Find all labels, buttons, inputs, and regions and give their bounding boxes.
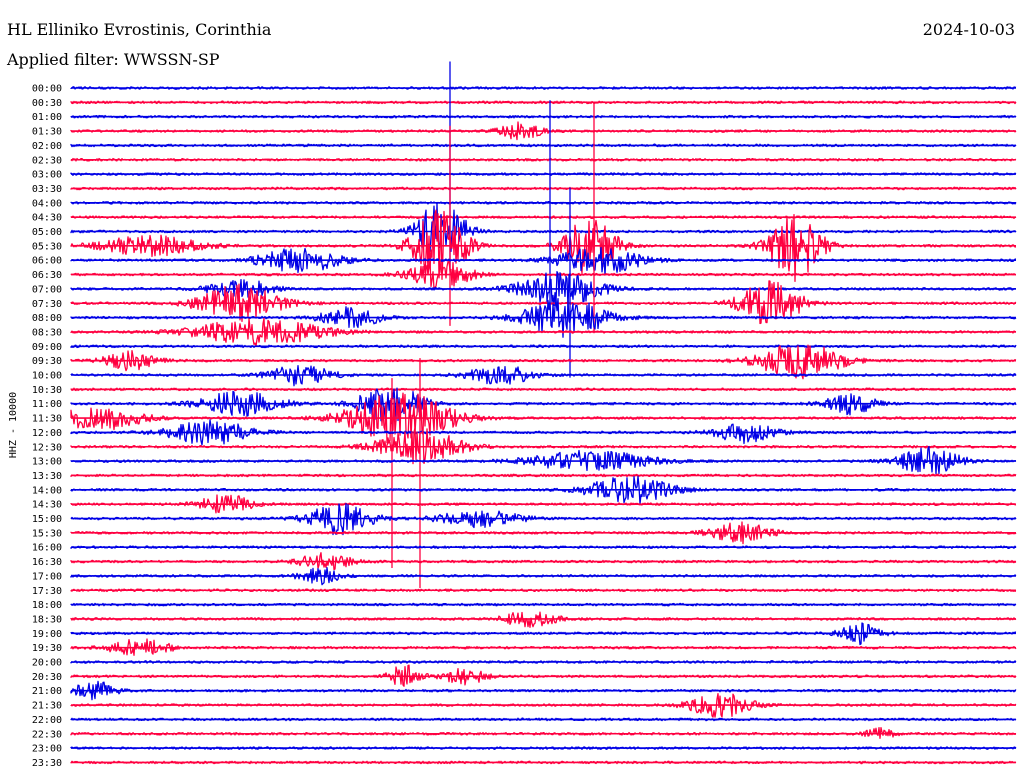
time-label: 19:30: [32, 643, 62, 654]
time-label: 11:00: [32, 399, 62, 410]
time-label: 05:30: [32, 241, 62, 252]
time-label: 23:00: [32, 744, 62, 755]
date-label: 2024-10-03: [922, 20, 1015, 39]
time-label: 23:30: [32, 758, 62, 769]
time-label: 18:00: [32, 600, 62, 611]
filter-label: Applied filter: WWSSN-SP: [7, 50, 220, 69]
time-label: 14:00: [32, 485, 62, 496]
time-label: 18:30: [32, 614, 62, 625]
time-label: 00:30: [32, 98, 62, 109]
time-label: 06:30: [32, 270, 62, 281]
time-label: 13:30: [32, 471, 62, 482]
time-label: 12:30: [32, 442, 62, 453]
time-label: 04:00: [32, 198, 62, 209]
time-label: 22:00: [32, 715, 62, 726]
time-label: 03:30: [32, 184, 62, 195]
time-label: 21:00: [32, 686, 62, 697]
time-label: 09:30: [32, 356, 62, 367]
time-label: 01:30: [32, 127, 62, 138]
time-label: 02:30: [32, 155, 62, 166]
seismic-trace: [70, 445, 1017, 475]
time-label: 19:00: [32, 629, 62, 640]
time-label: 15:00: [32, 514, 62, 525]
time-label: 10:30: [32, 385, 62, 396]
time-label: 12:00: [32, 428, 62, 439]
time-label: 21:30: [32, 701, 62, 712]
time-label: 04:30: [32, 213, 62, 224]
time-label: 01:00: [32, 112, 62, 123]
time-label: 07:30: [32, 299, 62, 310]
time-label: 17:00: [32, 571, 62, 582]
time-label: 10:00: [32, 371, 62, 382]
time-label: 16:30: [32, 557, 62, 568]
time-label-group: 00:00 00:30 01:00 01:30 02:00 02:30 03:00 03:30…: [32, 84, 62, 769]
seismic-trace: [70, 358, 1017, 588]
seismic-trace: [70, 726, 1017, 739]
time-label: 03:00: [32, 170, 62, 181]
time-label: 07:00: [32, 284, 62, 295]
time-label: 09:00: [32, 342, 62, 353]
seismic-trace: [70, 61, 1017, 272]
time-label: 16:00: [32, 543, 62, 554]
time-label: 20:00: [32, 658, 62, 669]
time-label: 15:30: [32, 528, 62, 539]
time-label: 06:00: [32, 256, 62, 267]
time-label: 08:30: [32, 327, 62, 338]
time-label: 02:00: [32, 141, 62, 152]
time-label: 20:30: [32, 672, 62, 683]
time-label: 11:30: [32, 414, 62, 425]
time-label: 05:00: [32, 227, 62, 238]
time-label: 14:30: [32, 500, 62, 511]
station-title: HL Elliniko Evrostinis, Corinthia: [7, 20, 272, 39]
time-label: 17:30: [32, 586, 62, 597]
y-axis-label: HHZ - 10000: [8, 392, 19, 458]
time-label: 00:00: [32, 84, 62, 95]
time-label: 22:30: [32, 729, 62, 740]
time-label: 08:00: [32, 313, 62, 324]
trace-group: [70, 61, 1017, 765]
time-label: 13:00: [32, 457, 62, 468]
seismic-trace: [70, 187, 1017, 378]
